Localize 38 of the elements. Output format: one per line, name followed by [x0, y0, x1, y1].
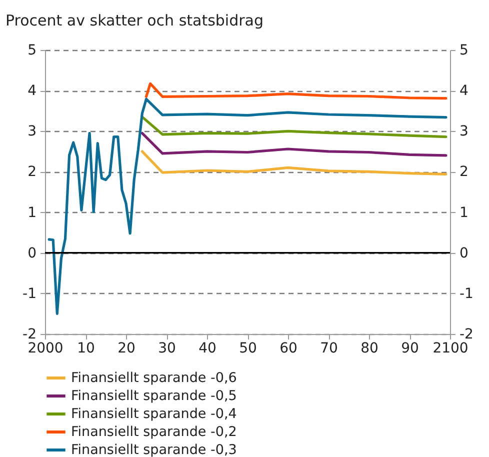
x-tick-label: 90 — [401, 340, 419, 356]
y2-tick-label: 0 — [460, 245, 468, 262]
x-tick-label: 10 — [77, 340, 95, 356]
x-tick-label: 80 — [360, 340, 378, 356]
y2-tick-label: 3 — [460, 124, 468, 140]
legend-label: Finansiellt sparande -0,5 — [71, 388, 237, 404]
y-tick-label: 3 — [28, 124, 36, 140]
y-tick-label: 5 — [28, 42, 36, 58]
y2-tick-label: -2 — [460, 326, 474, 342]
x-tick-label: 70 — [320, 340, 338, 356]
x-tick-label: 20 — [118, 340, 136, 356]
y2-tick-label: 1 — [460, 204, 468, 221]
legend-label: Finansiellt sparande -0,3 — [71, 442, 237, 457]
legend-label: Finansiellt sparande -0,6 — [71, 370, 237, 386]
y-axis-title: Procent av skatter och statsbidrag — [6, 12, 264, 30]
x-tick-label: 30 — [158, 340, 176, 356]
line-series — [48, 98, 448, 316]
y-tick-label: 4 — [28, 83, 37, 100]
y2-tick-label: -1 — [460, 286, 474, 302]
y-tick-label: -1 — [22, 286, 36, 302]
y-tick-label: 1 — [28, 204, 36, 221]
x-tick-label: 2000 — [28, 340, 64, 356]
legend-label: Finansiellt sparande -0,2 — [71, 424, 237, 440]
y2-tick-label: 4 — [460, 83, 468, 100]
y-tick-label: 0 — [28, 245, 36, 262]
x-tick-label: 50 — [239, 340, 257, 356]
x-tick-label: 2100 — [432, 340, 468, 356]
line-series — [144, 82, 448, 100]
x-tick-label: 60 — [280, 340, 298, 356]
line-series — [140, 150, 448, 176]
legend-label: Finansiellt sparande -0,4 — [71, 406, 237, 422]
y-tick-label: -2 — [22, 326, 36, 342]
y-tick-label: 2 — [28, 164, 36, 180]
line-series — [140, 116, 448, 138]
x-tick-label: 40 — [198, 340, 216, 356]
y2-tick-label: 5 — [460, 42, 468, 58]
y2-tick-label: 2 — [460, 164, 468, 180]
line-series — [140, 132, 448, 157]
